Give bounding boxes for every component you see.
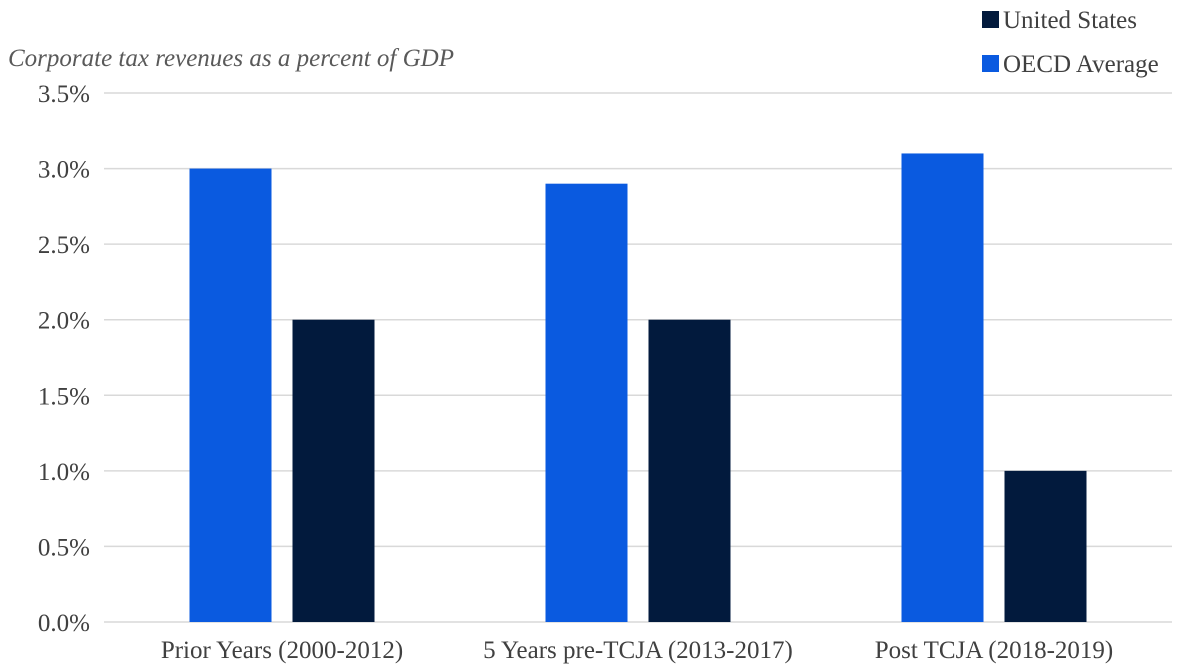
bar-oecd-average-1: [189, 168, 272, 623]
y-tick-label: 1.5%: [38, 383, 90, 410]
y-tick-label: 3.0%: [38, 157, 90, 184]
y-tick-label: 1.0%: [38, 459, 90, 486]
x-axis-category-labels: Prior Years (2000-2012) 5 Years pre-TCJA …: [161, 637, 1113, 664]
bars: [189, 153, 1087, 623]
legend: United States OECD Average: [982, 7, 1159, 78]
x-category-label: 5 Years pre-TCJA (2013-2017): [483, 637, 793, 664]
y-tick-label: 0.0%: [38, 610, 90, 637]
bar-united-states-1: [292, 319, 375, 622]
bar-united-states-2: [648, 319, 731, 622]
legend-item-united-states: United States: [982, 7, 1137, 34]
bar-oecd-average-2: [545, 183, 628, 622]
y-tick-label: 2.0%: [38, 308, 90, 335]
legend-item-oecd-average: OECD Average: [982, 51, 1159, 78]
legend-label-united-states: United States: [1003, 7, 1137, 34]
x-category-label: Prior Years (2000-2012): [161, 637, 403, 664]
y-tick-label: 2.5%: [38, 232, 90, 259]
legend-swatch-oecd-average: [982, 55, 999, 72]
chart-subtitle: Corporate tax revenues as a percent of G…: [8, 45, 454, 72]
y-tick-label: 0.5%: [38, 534, 90, 561]
gridlines: [104, 92, 1172, 623]
bar-oecd-average-3: [901, 153, 984, 622]
x-category-label: Post TCJA (2018-2019): [875, 637, 1113, 664]
legend-swatch-united-states: [982, 11, 999, 28]
y-tick-label: 3.5%: [38, 81, 90, 108]
y-axis-tick-labels: 0.0% 0.5% 1.0% 1.5% 2.0% 2.5% 3.0% 3.5%: [38, 81, 90, 637]
legend-label-oecd-average: OECD Average: [1003, 51, 1159, 78]
bar-united-states-3: [1004, 470, 1087, 622]
